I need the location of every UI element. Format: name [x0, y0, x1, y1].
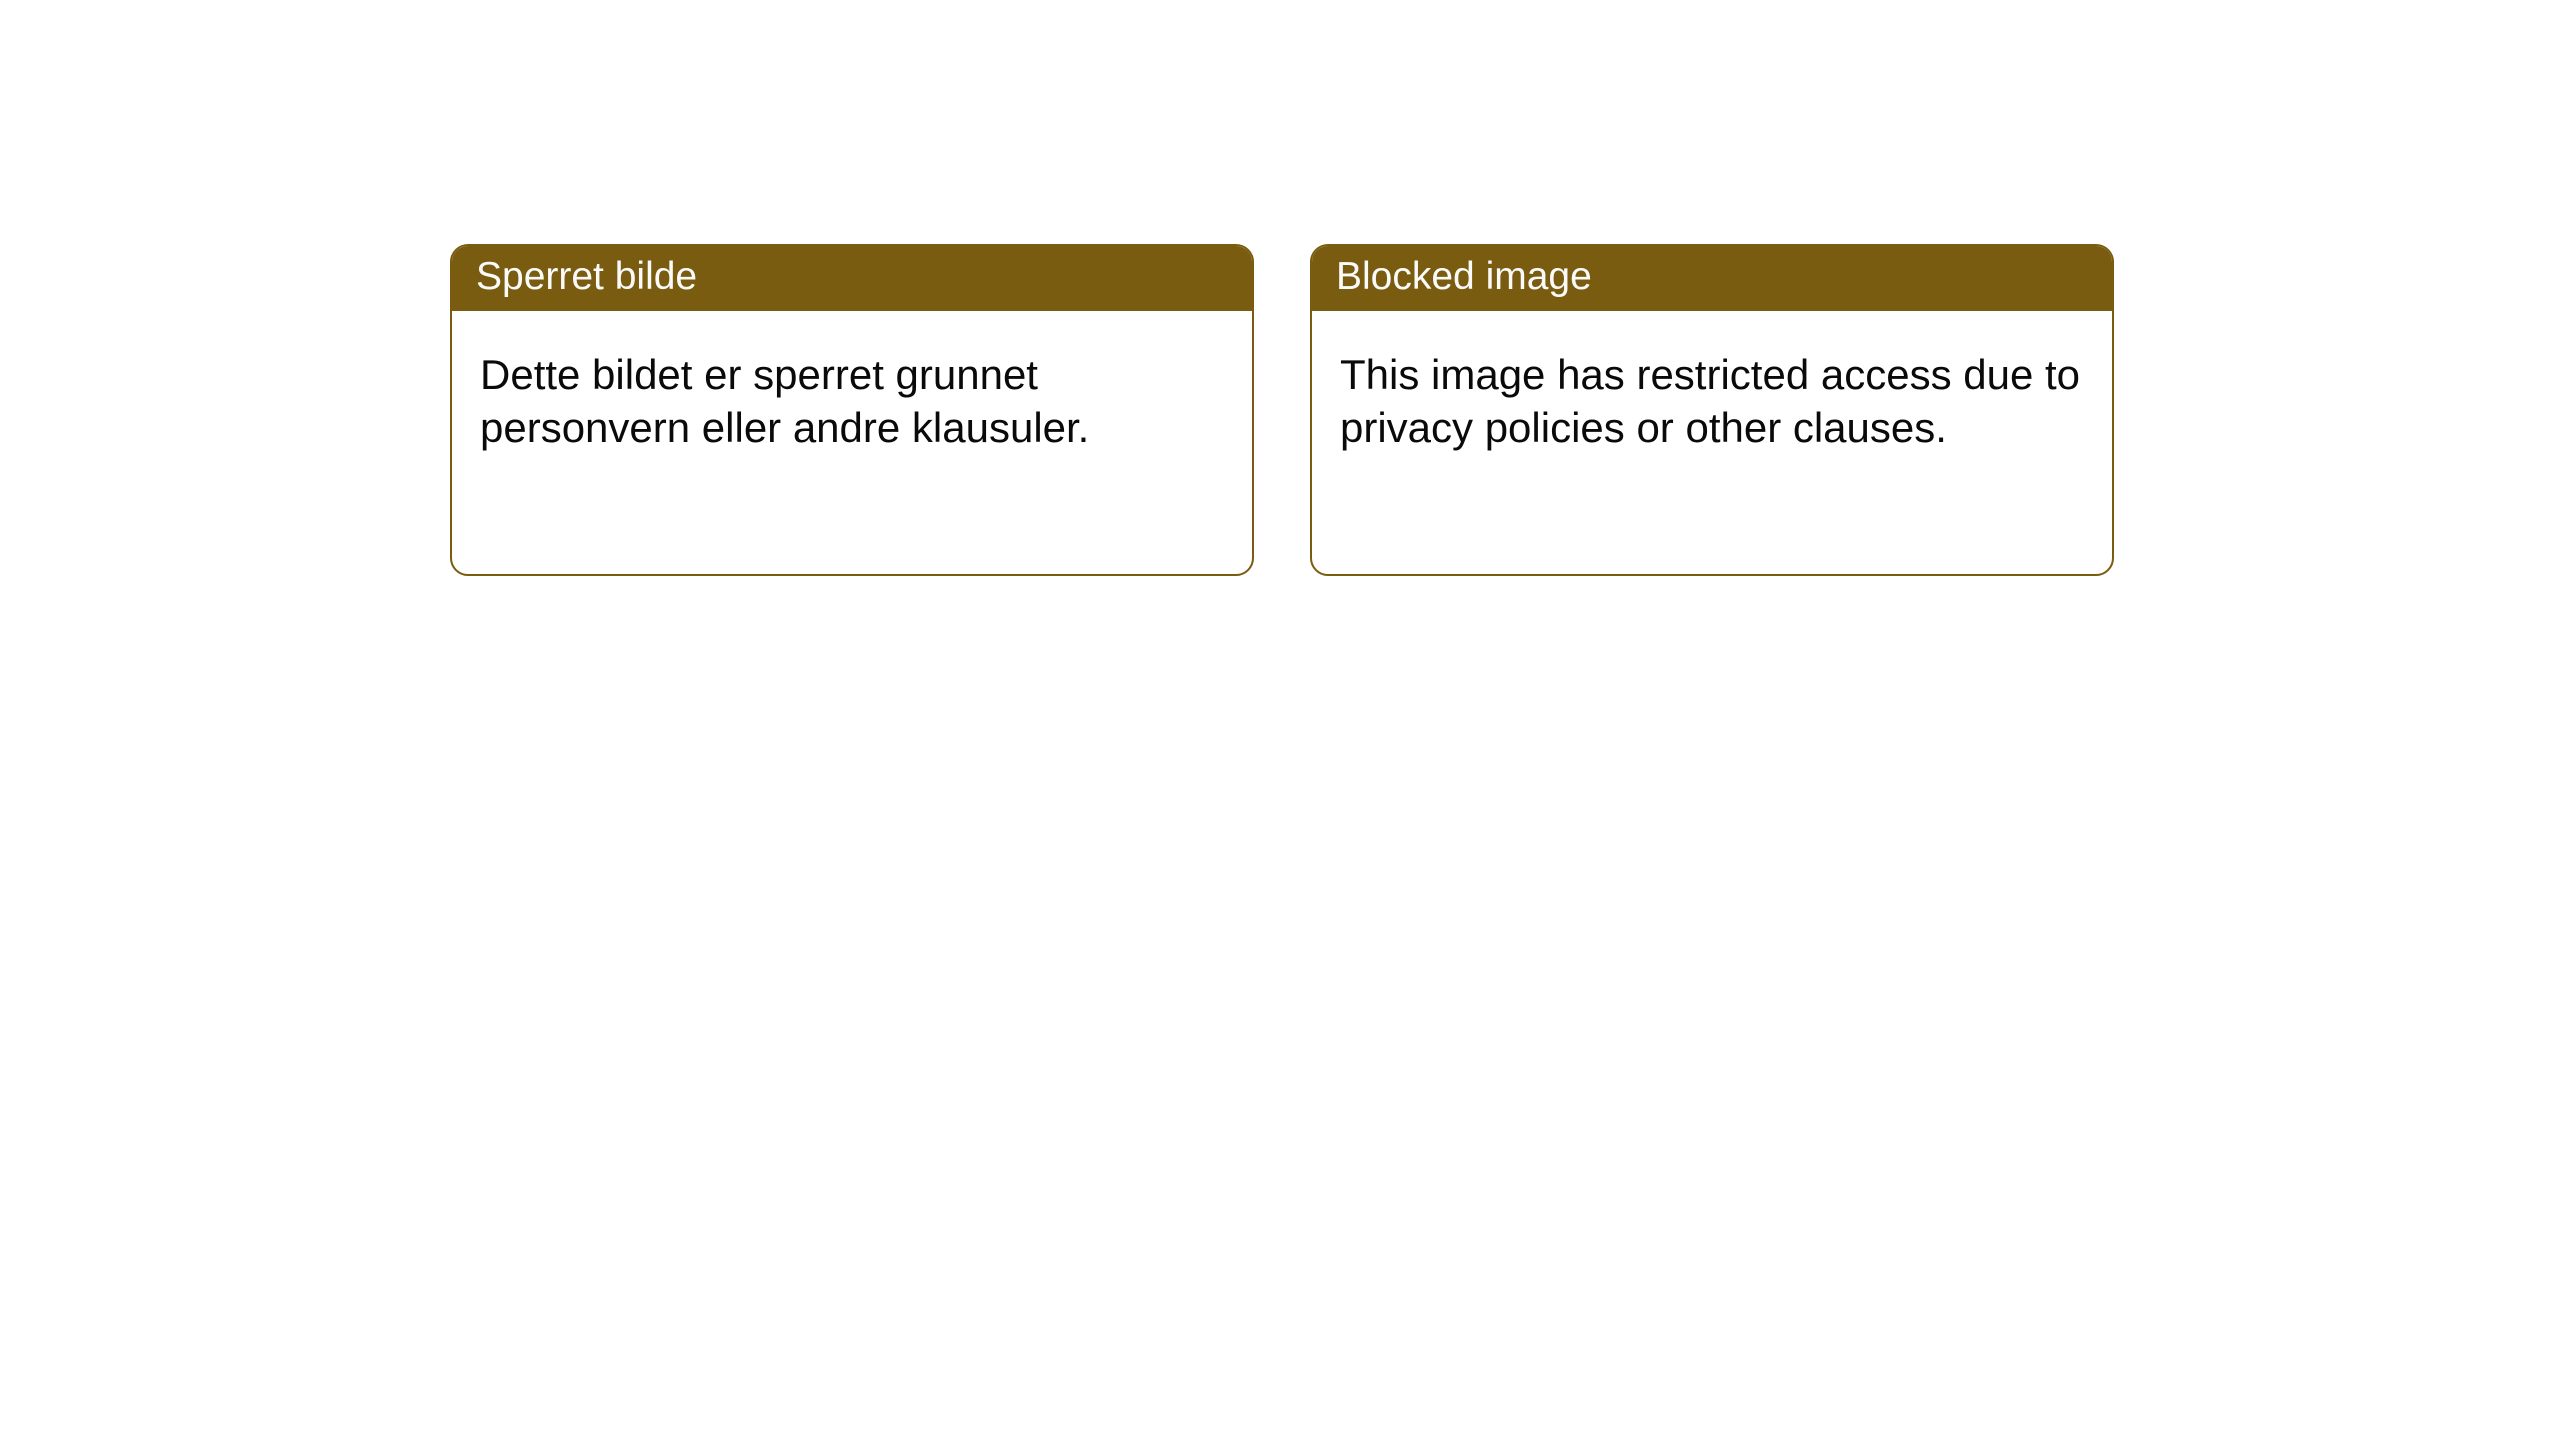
notice-card-norwegian: Sperret bilde Dette bildet er sperret gr…: [450, 244, 1254, 576]
notice-cards-container: Sperret bilde Dette bildet er sperret gr…: [450, 244, 2114, 576]
card-header-english: Blocked image: [1312, 246, 2112, 311]
card-header-norwegian: Sperret bilde: [452, 246, 1252, 311]
card-body-norwegian: Dette bildet er sperret grunnet personve…: [452, 311, 1252, 455]
card-body-english: This image has restricted access due to …: [1312, 311, 2112, 455]
notice-card-english: Blocked image This image has restricted …: [1310, 244, 2114, 576]
